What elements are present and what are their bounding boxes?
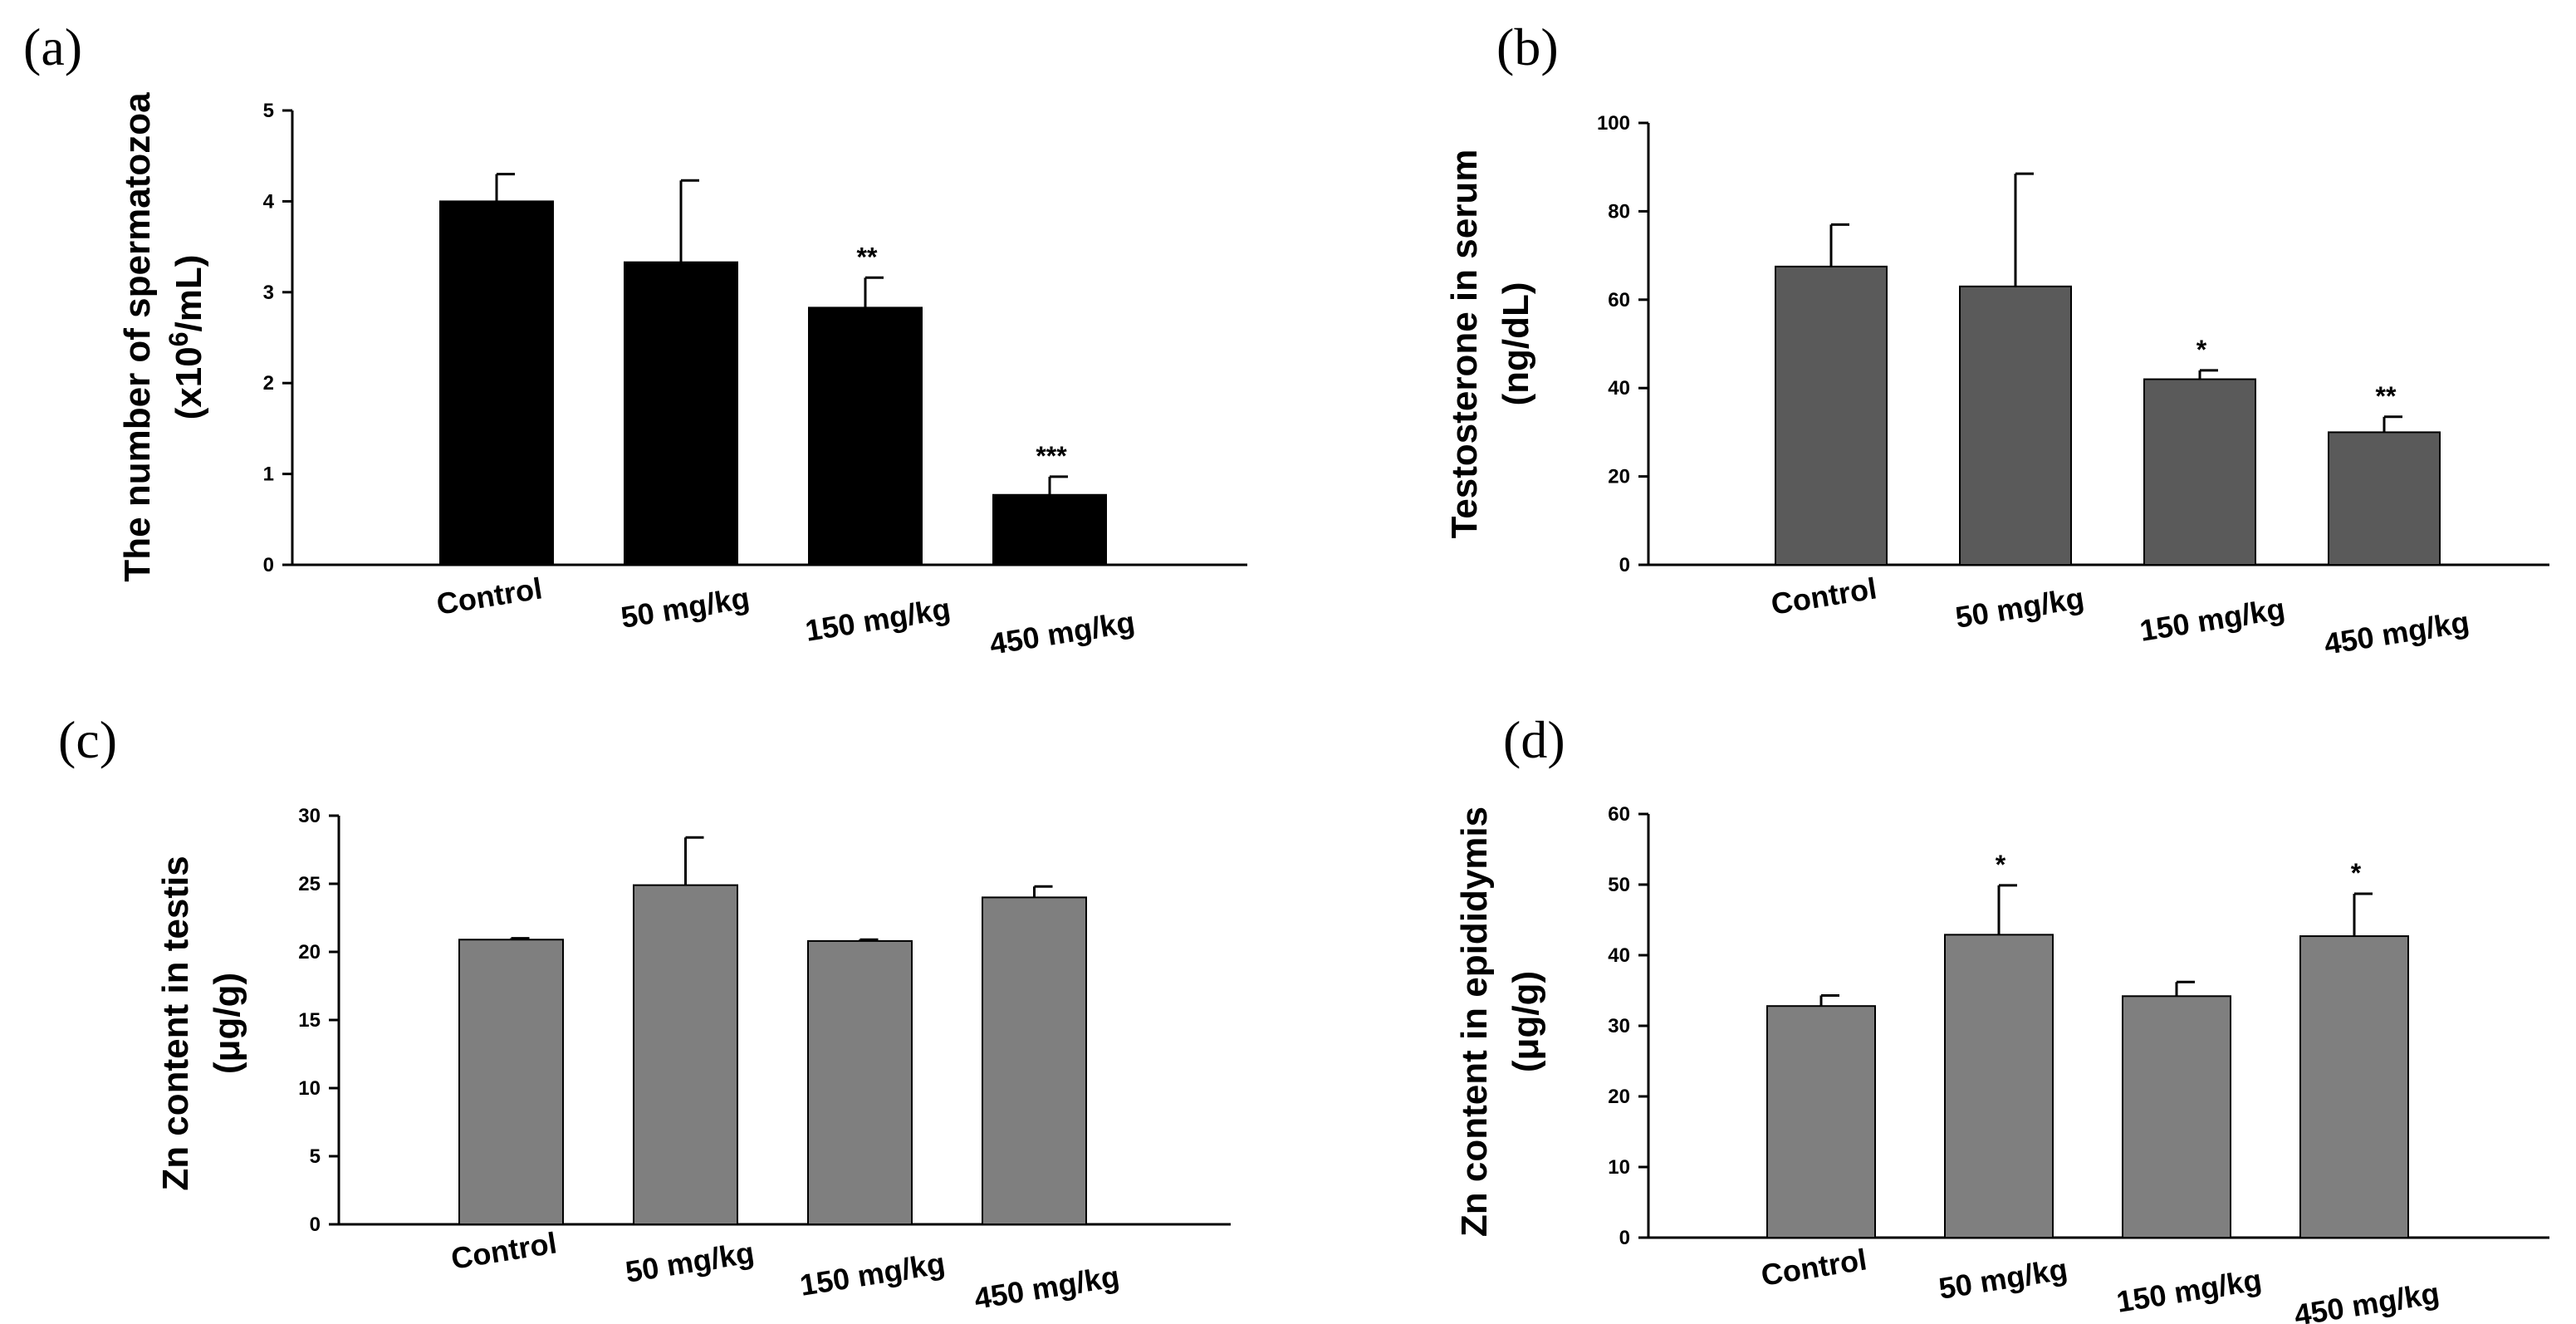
x-category-label: 150 mg/kg (2114, 1263, 2264, 1319)
y-axis-title-line2: (x10 (169, 346, 209, 419)
x-category-label: 450 mg/kg (2292, 1276, 2441, 1324)
x-category-label: 450 mg/kg (987, 605, 1137, 661)
x-category-label: 50 mg/kg (1937, 1252, 2070, 1306)
bar (2328, 431, 2441, 566)
significance-marker: ** (2376, 381, 2397, 411)
bar (982, 896, 1087, 1226)
y-tick-label: 40 (1608, 944, 1630, 967)
x-category-label: 450 mg/kg (2322, 605, 2471, 661)
y-axis-title-line1: Zn content in testis (155, 856, 196, 1190)
panel-letter-d: (d) (1503, 710, 1565, 769)
panel-c: (c) 0 5 10 15 20 25 30 Control 50 mg/kg 150 mg/kg 4… (58, 710, 1231, 1316)
y-tick-label: 3 (263, 282, 274, 304)
bar (807, 939, 913, 1225)
bar (1766, 1005, 1876, 1238)
y-tick-label: 60 (1608, 289, 1630, 311)
significance-marker: *** (1036, 441, 1067, 471)
y-tick-label: 15 (298, 1009, 321, 1032)
significance-marker: * (2196, 335, 2207, 365)
bar (992, 493, 1107, 566)
x-category-label: 50 mg/kg (619, 581, 752, 635)
x-category-label: 150 mg/kg (803, 591, 953, 648)
panel-letter-c: (c) (58, 710, 117, 769)
y-axis-title-line1: The number of spermatozoa (117, 92, 158, 582)
y-axis-title-line2: (μg/g) (207, 973, 247, 1074)
bar (2299, 935, 2409, 1239)
x-category-label: Control (434, 571, 545, 621)
y-tick-label: 100 (1597, 112, 1630, 135)
bar (458, 939, 564, 1225)
y-tick-label: 50 (1608, 874, 1630, 896)
y-axis-title-line2-suffix: /mL) (169, 255, 209, 332)
y-tick-label: 5 (310, 1145, 321, 1168)
y-axis-title: Zn content in epididymis (μg/g) (1454, 807, 1546, 1237)
y-tick-label: 0 (1619, 554, 1630, 576)
bar (2122, 995, 2231, 1239)
y-tick-label: 40 (1608, 377, 1630, 400)
x-category-label: 150 mg/kg (797, 1246, 947, 1302)
y-tick-label: 30 (298, 805, 321, 827)
bar (2143, 378, 2256, 566)
bar (1944, 934, 2054, 1238)
y-tick-label: 0 (310, 1214, 321, 1236)
x-category-label: 150 mg/kg (2138, 591, 2287, 648)
panel-d: (d) 0 10 20 30 40 50 60 Control * 50 mg/kg 150 mg/k… (1454, 710, 2549, 1324)
bar (624, 261, 738, 566)
y-tick-label: 4 (263, 190, 275, 213)
y-tick-label: 2 (263, 372, 274, 395)
y-axis-title: Zn content in testis (μg/g) (155, 856, 247, 1190)
panel-letter-a: (a) (23, 17, 82, 76)
y-tick-label: 1 (263, 463, 274, 486)
x-category-label: Control (1769, 571, 1879, 621)
y-axis-title: The number of spermatozoa (x106/mL) (117, 92, 209, 582)
x-category-label: 50 mg/kg (1953, 581, 2087, 635)
y-tick-label: 0 (1619, 1227, 1630, 1249)
bar (633, 884, 738, 1225)
y-tick-label: 20 (298, 941, 321, 964)
bar (808, 306, 923, 566)
y-tick-label: 10 (1608, 1156, 1630, 1179)
y-tick-label: 80 (1608, 200, 1630, 223)
y-tick-label: 25 (298, 873, 321, 895)
y-axis-title-line2: (ng/dL) (1496, 282, 1536, 405)
panel-b: (b) 0 20 40 60 80 100 Control 50 mg/kg * 150 mg/kg… (1444, 17, 2549, 661)
x-category-label: Control (448, 1225, 559, 1276)
x-category-label: 50 mg/kg (623, 1235, 757, 1289)
y-tick-label: 20 (1608, 466, 1630, 488)
y-tick-label: 30 (1608, 1015, 1630, 1037)
bar (1959, 285, 2072, 566)
y-tick-label: 5 (263, 100, 274, 122)
panel-a: (a) 0 1 2 3 4 5 Control 50 mg/kg ** 150 mg/kg *** 45… (23, 17, 1247, 661)
significance-marker: * (2351, 858, 2362, 888)
significance-marker: ** (857, 242, 878, 272)
significance-marker: * (1996, 850, 2006, 880)
x-category-label: 450 mg/kg (972, 1259, 1121, 1316)
y-tick-label: 60 (1608, 803, 1630, 826)
y-axis-title-line1: Zn content in epididymis (1454, 807, 1495, 1237)
y-axis-title: Testosterone in serum (ng/dL) (1444, 150, 1536, 539)
y-axis-title-line2: (μg/g) (1506, 971, 1546, 1072)
y-tick-label: 10 (298, 1077, 321, 1100)
bar (439, 200, 554, 566)
y-axis-title-superscript: 6 (164, 332, 193, 347)
x-category-label: Control (1759, 1242, 1869, 1292)
y-tick-label: 0 (263, 554, 274, 576)
y-tick-label: 20 (1608, 1086, 1630, 1108)
y-axis-title-line1: Testosterone in serum (1444, 150, 1485, 539)
bar (1775, 265, 1888, 566)
panel-letter-b: (b) (1496, 17, 1559, 76)
